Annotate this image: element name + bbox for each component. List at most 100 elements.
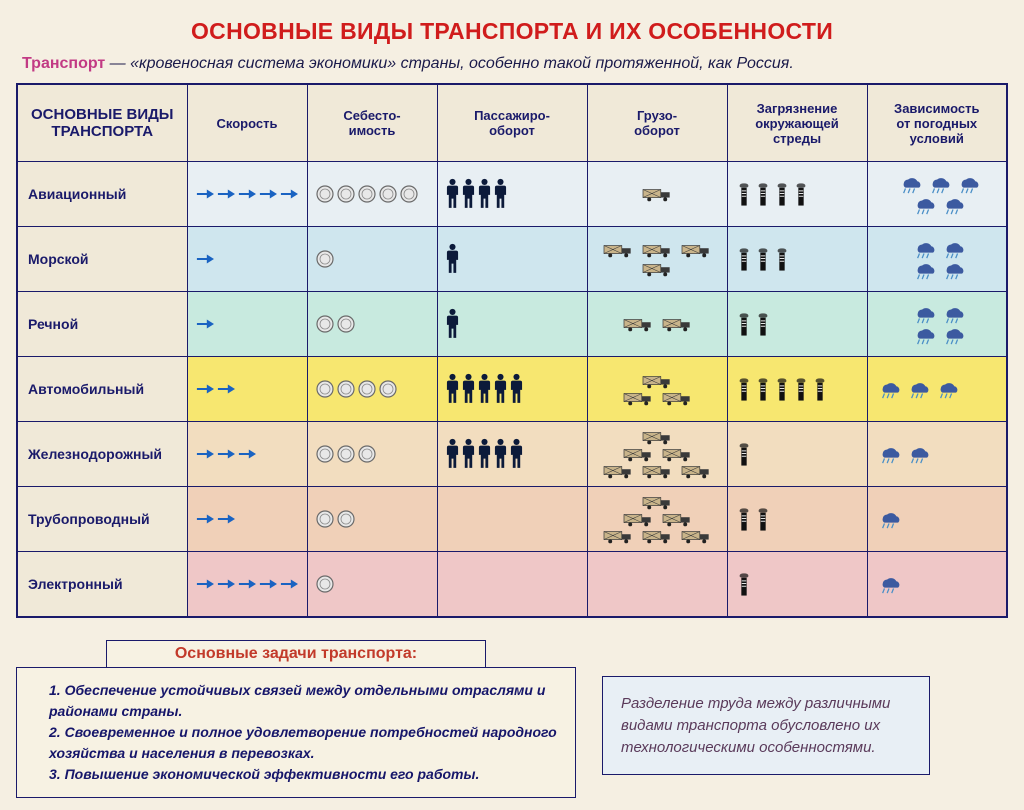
cost-cell (307, 162, 437, 227)
speed-cell (187, 487, 307, 552)
pollution-cell (727, 552, 867, 618)
coin-icons (316, 250, 433, 268)
row-name: Речной (17, 292, 187, 357)
tasks-box: Обеспечение устойчивых связей между отде… (16, 667, 576, 798)
speed-cell (187, 422, 307, 487)
column-header: Скорость (187, 84, 307, 162)
cloud-icons (876, 509, 1003, 529)
cargo-cell (587, 422, 727, 487)
weather-cell (867, 487, 1007, 552)
note-box: Разделение труда между различными видами… (602, 676, 930, 775)
person-icons (446, 373, 583, 405)
speed-cell (187, 552, 307, 618)
column-header: Зависимостьот погодныхусловий (867, 84, 1007, 162)
tasks-title: Основные задачи транспорта: (175, 645, 417, 662)
truck-icons (596, 316, 723, 332)
speed-cell (187, 357, 307, 422)
weather-cell (867, 357, 1007, 422)
person-icons (446, 438, 583, 470)
cost-cell (307, 357, 437, 422)
task-item: Обеспечение устойчивых связей между отде… (49, 680, 557, 722)
arrow-icons (196, 513, 303, 525)
column-header: ОСНОВНЫЕ ВИДЫТРАНСПОРТА (17, 84, 187, 162)
factory-icons (736, 376, 863, 402)
speed-cell (187, 162, 307, 227)
pollution-cell (727, 487, 867, 552)
cloud-icons (876, 444, 1003, 464)
row-name: Железнодорожный (17, 422, 187, 487)
column-header: Грузо-оборот (587, 84, 727, 162)
coin-icons (316, 575, 433, 593)
passenger-cell (437, 552, 587, 618)
cargo-cell (587, 552, 727, 618)
passenger-cell (437, 487, 587, 552)
arrow-icons (196, 383, 303, 395)
truck-icons (596, 373, 723, 406)
pollution-cell (727, 292, 867, 357)
table-row: Речной (17, 292, 1007, 357)
row-name: Электронный (17, 552, 187, 618)
coin-icons (316, 380, 433, 398)
column-header: Пассажиро-оборот (437, 84, 587, 162)
subtitle: Транспорт — «кровеносная система экономи… (22, 55, 1008, 73)
subtitle-strong: Транспорт (22, 55, 105, 72)
cloud-icons (876, 304, 1003, 345)
cargo-cell (587, 162, 727, 227)
subtitle-rest: — «кровеносная система экономики» страны… (105, 55, 794, 72)
cost-cell (307, 552, 437, 618)
coin-icons (316, 315, 433, 333)
arrow-icons (196, 448, 303, 460)
weather-cell (867, 162, 1007, 227)
task-item: Повышение экономической эффективности ег… (49, 764, 557, 785)
transport-table: ОСНОВНЫЕ ВИДЫТРАНСПОРТАСкоростьСебесто-и… (16, 83, 1008, 618)
weather-cell (867, 422, 1007, 487)
cargo-cell (587, 357, 727, 422)
arrow-icons (196, 578, 303, 590)
cost-cell (307, 487, 437, 552)
factory-icons (736, 571, 863, 597)
speed-cell (187, 292, 307, 357)
pollution-cell (727, 162, 867, 227)
factory-icons (736, 506, 863, 532)
cloud-icons (876, 574, 1003, 594)
task-item: Своевременное и полное удовлетворение по… (49, 722, 557, 764)
cloud-icons (876, 379, 1003, 399)
table-row: Электронный (17, 552, 1007, 618)
truck-icons (596, 429, 723, 479)
row-name: Морской (17, 227, 187, 292)
weather-cell (867, 552, 1007, 618)
row-name: Автомобильный (17, 357, 187, 422)
weather-cell (867, 227, 1007, 292)
column-header: Себесто-имость (307, 84, 437, 162)
truck-icons (596, 242, 723, 277)
arrow-icons (196, 318, 303, 330)
coin-icons (316, 445, 433, 463)
factory-icons (736, 311, 863, 337)
tasks-title-box: Основные задачи транспорта: (106, 640, 486, 668)
passenger-cell (437, 357, 587, 422)
pollution-cell (727, 357, 867, 422)
cost-cell (307, 227, 437, 292)
speed-cell (187, 227, 307, 292)
truck-icons (596, 186, 723, 202)
cloud-icons (876, 174, 1003, 215)
bottom-section: Основные задачи транспорта: Обеспечение … (16, 640, 1008, 798)
row-name: Трубопроводный (17, 487, 187, 552)
factory-icons (736, 246, 863, 272)
cost-cell (307, 422, 437, 487)
passenger-cell (437, 162, 587, 227)
pollution-cell (727, 422, 867, 487)
cost-cell (307, 292, 437, 357)
factory-icons (736, 181, 863, 207)
column-header: Загрязнениеокружающейстреды (727, 84, 867, 162)
cargo-cell (587, 487, 727, 552)
table-row: Трубопроводный (17, 487, 1007, 552)
arrow-icons (196, 253, 303, 265)
weather-cell (867, 292, 1007, 357)
person-icons (446, 243, 583, 275)
row-name: Авиационный (17, 162, 187, 227)
pollution-cell (727, 227, 867, 292)
table-row: Автомобильный (17, 357, 1007, 422)
coin-icons (316, 185, 433, 203)
passenger-cell (437, 227, 587, 292)
